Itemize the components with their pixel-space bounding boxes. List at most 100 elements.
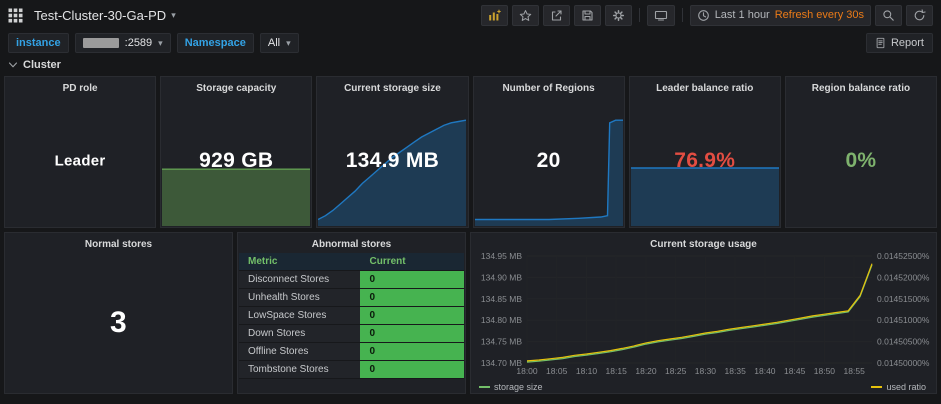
report-button[interactable]: Report — [865, 33, 933, 53]
table-row: Offline Stores 0 — [238, 342, 464, 361]
svg-text:18:00: 18:00 — [516, 366, 538, 376]
svg-text:134.95 MB: 134.95 MB — [481, 251, 522, 261]
legend-label: used ratio — [886, 382, 926, 392]
redaction-box — [82, 38, 119, 48]
panel-number-of-regions: Number of Regions 20 — [472, 76, 625, 228]
svg-text:18:20: 18:20 — [635, 366, 657, 376]
svg-text:18:15: 18:15 — [606, 366, 628, 376]
share-button[interactable] — [542, 4, 570, 26]
stat-value: 3 — [109, 305, 127, 339]
svg-text:18:30: 18:30 — [695, 366, 717, 376]
svg-text:134.80 MB: 134.80 MB — [481, 315, 522, 325]
metric-cell[interactable]: Tombstone Stores — [238, 360, 361, 379]
add-panel-button[interactable] — [480, 4, 508, 26]
chevron-down-icon: ▾ — [286, 37, 291, 48]
stores-tbody: Disconnect Stores 0 Unhealth Stores 0 LowSpa… — [238, 270, 464, 379]
panel-title[interactable]: Normal stores — [84, 239, 153, 250]
stat-value: 0% — [845, 149, 877, 172]
sparkline — [162, 97, 311, 226]
refresh-icon — [914, 8, 926, 20]
add-panel-icon — [488, 9, 501, 20]
star-icon — [519, 9, 531, 21]
current-value-cell: 0 — [360, 288, 464, 307]
legend-swatch-storage-size — [478, 386, 490, 388]
legend-label: storage size — [493, 382, 543, 392]
metric-cell[interactable]: LowSpace Stores — [238, 306, 361, 325]
time-range-label: Last 1 hour — [714, 9, 770, 21]
panel-region-balance-ratio: Region balance ratio 0% — [784, 76, 937, 228]
dashboard-title[interactable]: Test-Cluster-30-Ga-PD ▾ — [34, 8, 176, 23]
instance-value: :2589 — [124, 37, 153, 49]
save-button[interactable] — [573, 4, 601, 26]
namespace-label: Namespace — [176, 33, 254, 53]
svg-text:0.01452500%: 0.01452500% — [877, 251, 930, 261]
time-range-button[interactable]: Last 1 hour Refresh every 30s — [689, 4, 871, 26]
column-header-metric[interactable]: Metric — [238, 253, 361, 271]
panel-title[interactable]: PD role — [62, 83, 98, 94]
navbar-divider — [638, 8, 640, 22]
panel-abnormal-stores: Abnormal stores Metric Current Disconnec… — [236, 232, 466, 394]
column-header-current[interactable]: Current — [360, 253, 464, 271]
clock-icon — [697, 9, 709, 21]
table-row: Unhealth Stores 0 — [238, 288, 464, 307]
zoom-out-button[interactable] — [875, 4, 902, 26]
stat-value: 134.9 MB — [345, 149, 440, 172]
table-row: LowSpace Stores 0 — [238, 306, 464, 325]
table-header-row: Metric Current — [238, 253, 464, 271]
refresh-button[interactable] — [906, 4, 933, 26]
gear-icon — [612, 9, 624, 21]
star-button[interactable] — [511, 4, 539, 26]
panel-title[interactable]: Storage capacity — [196, 83, 277, 94]
current-value-cell: 0 — [360, 324, 464, 343]
panel-title[interactable]: Abnormal stores — [311, 239, 392, 250]
settings-button[interactable] — [604, 4, 632, 26]
svg-text:134.70 MB: 134.70 MB — [481, 358, 522, 368]
search-icon — [883, 9, 894, 21]
svg-text:18:35: 18:35 — [725, 366, 747, 376]
current-value-cell: 0 — [360, 306, 464, 325]
metric-cell[interactable]: Disconnect Stores — [238, 270, 361, 289]
grafana-menu-button[interactable] — [6, 6, 25, 25]
chevron-down-icon — [8, 62, 18, 68]
legend-item-storage-size[interactable]: storage size — [478, 382, 543, 392]
svg-text:0.01451500%: 0.01451500% — [877, 294, 930, 304]
namespace-value: All — [267, 37, 281, 49]
legend-swatch-used-ratio — [871, 386, 883, 388]
panel-title[interactable]: Number of Regions — [502, 83, 595, 94]
stat-value: Leader — [54, 152, 106, 170]
panel-normal-stores: Normal stores 3 — [4, 232, 233, 394]
tv-icon — [654, 10, 667, 21]
navbar-divider — [681, 8, 683, 22]
cycle-view-button[interactable] — [646, 4, 675, 26]
svg-text:18:55: 18:55 — [844, 366, 866, 376]
panel-title[interactable]: Current storage size — [344, 83, 441, 94]
submenu: instance :2589 ▾ Namespace All ▾ Report — [0, 30, 941, 56]
panel-title[interactable]: Region balance ratio — [811, 83, 911, 94]
svg-text:18:40: 18:40 — [754, 366, 776, 376]
dashboard-title-text: Test-Cluster-30-Ga-PD — [34, 7, 167, 23]
share-icon — [551, 9, 562, 21]
svg-text:134.85 MB: 134.85 MB — [481, 294, 522, 304]
navbar: Test-Cluster-30-Ga-PD ▾ — [0, 0, 941, 30]
panel-title[interactable]: Current storage usage — [650, 239, 757, 250]
report-label: Report — [890, 37, 924, 49]
sparkline — [318, 97, 467, 226]
instance-select[interactable]: :2589 ▾ — [74, 33, 171, 53]
panel-title[interactable]: Leader balance ratio — [656, 83, 754, 94]
metric-cell[interactable]: Unhealth Stores — [238, 288, 361, 307]
panel-current-storage-size: Current storage size 134.9 MB — [316, 76, 469, 228]
legend-item-used-ratio[interactable]: used ratio — [871, 382, 926, 392]
metric-cell[interactable]: Offline Stores — [238, 342, 361, 361]
panel-leader-balance-ratio: Leader balance ratio 76.9% — [628, 76, 781, 228]
sparkline — [474, 97, 623, 226]
svg-text:0.01452000%: 0.01452000% — [877, 272, 930, 282]
report-icon — [876, 37, 885, 49]
table-row: Disconnect Stores 0 — [238, 270, 464, 289]
svg-text:18:10: 18:10 — [576, 366, 598, 376]
namespace-select[interactable]: All ▾ — [259, 33, 299, 53]
svg-text:18:50: 18:50 — [814, 366, 836, 376]
metric-cell[interactable]: Down Stores — [238, 324, 361, 343]
row-header-cluster[interactable]: Cluster — [0, 56, 941, 74]
row-title: Cluster — [23, 59, 61, 71]
svg-text:18:05: 18:05 — [546, 366, 568, 376]
